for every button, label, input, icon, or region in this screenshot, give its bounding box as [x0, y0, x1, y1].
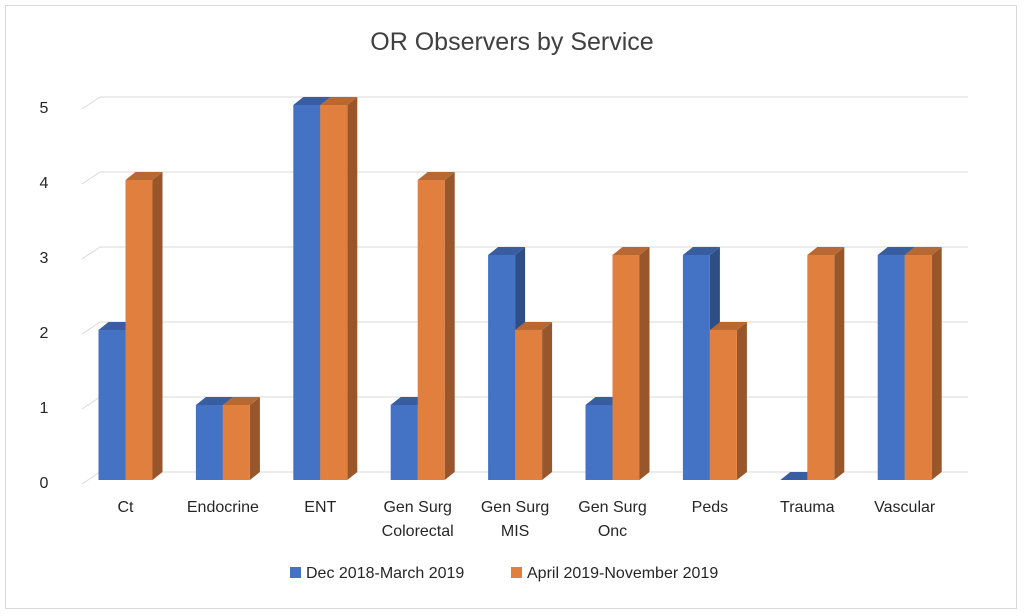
y-tick-label: 3 [40, 250, 49, 267]
bar [125, 172, 163, 480]
x-tick-label: Peds [692, 499, 728, 516]
y-tick-label: 5 [40, 100, 49, 117]
bar [904, 247, 942, 480]
gridline [81, 96, 968, 110]
legend-item: April 2019-November 2019 [511, 565, 718, 582]
legend-item: Dec 2018-March 2019 [290, 565, 464, 582]
bar [515, 322, 553, 480]
y-tick-label: 0 [40, 475, 49, 492]
bar [320, 97, 358, 480]
legend-swatch [511, 567, 522, 578]
bars [98, 97, 942, 480]
chart-title: OR Observers by Service [370, 28, 653, 56]
y-tick-label: 4 [40, 175, 49, 192]
x-axis-categories: Ct Endocrine ENT Gen Surg Colorectal Gen Surg… [118, 499, 936, 540]
x-tick-label: ENT [304, 499, 336, 516]
x-tick-label: Gen Surg MIS [481, 499, 549, 540]
legend-swatch [290, 567, 301, 578]
x-tick-label: Gen Surg Onc [578, 499, 646, 540]
y-tick-label: 2 [40, 325, 49, 342]
y-tick-label: 1 [40, 400, 49, 417]
gridline [81, 171, 968, 185]
bar [709, 322, 747, 480]
x-tick-label: Endocrine [187, 499, 259, 516]
x-tick-label: Gen Surg Colorectal [382, 499, 454, 540]
bar [612, 247, 650, 480]
legend-label: April 2019-November 2019 [527, 565, 718, 582]
bar [417, 172, 455, 480]
y-axis-ticks: 0 1 2 3 4 5 [40, 100, 49, 492]
bar [807, 247, 845, 480]
bar [222, 397, 260, 480]
x-tick-label: Trauma [780, 499, 835, 516]
legend-label: Dec 2018-March 2019 [306, 565, 464, 582]
x-tick-label: Vascular [874, 499, 936, 516]
x-tick-label: Ct [118, 499, 135, 516]
legend: Dec 2018-March 2019 April 2019-November 2… [290, 565, 718, 582]
